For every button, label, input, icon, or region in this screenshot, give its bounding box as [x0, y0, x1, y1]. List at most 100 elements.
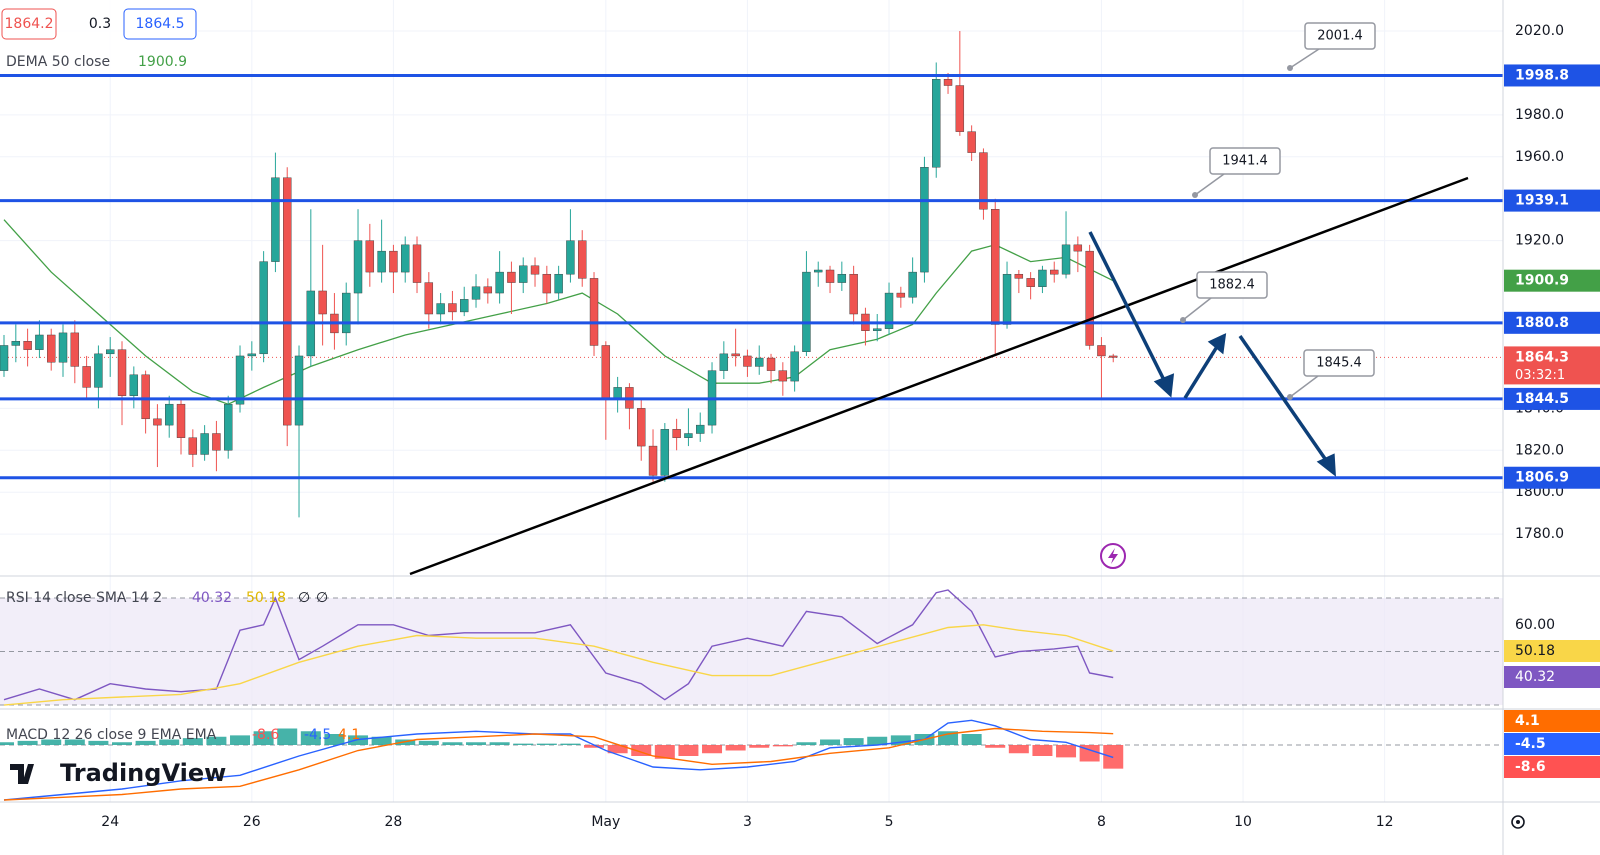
macd-histogram-bar — [159, 739, 180, 745]
candle-body — [412, 244, 422, 283]
candle-body — [1061, 244, 1071, 275]
trend-line — [409, 176, 1469, 576]
candle-body — [389, 250, 398, 273]
price-badge-label: 1998.8 — [1515, 67, 1569, 83]
y-tick-label: 1920.0 — [1515, 233, 1564, 249]
macd-histogram-bar — [513, 743, 534, 745]
candle-body — [613, 387, 622, 399]
x-tick-label: 24 — [101, 814, 119, 830]
macd-histogram-bar — [702, 745, 723, 754]
price-badge-label: 1806.9 — [1515, 470, 1569, 486]
x-tick-label: 28 — [385, 814, 403, 830]
candle-body — [365, 240, 375, 273]
macd-line — [3, 719, 1114, 801]
macd-histogram-bar — [324, 734, 345, 745]
macd-histogram-bar — [1079, 745, 1100, 762]
macd-histogram-bar — [654, 745, 675, 759]
grid — [0, 0, 1503, 802]
macd-histogram-bar — [1008, 745, 1029, 754]
macd-histogram-bar — [725, 745, 746, 751]
candle-body — [719, 353, 729, 371]
candle-body — [601, 345, 611, 399]
rsi-legend-value: 40.32 — [192, 590, 232, 606]
candle-body — [271, 177, 280, 262]
callout-box — [1303, 349, 1375, 377]
price-badge — [1504, 466, 1600, 489]
arrow — [1238, 335, 1330, 464]
candle-body — [519, 265, 528, 283]
candle-body — [778, 370, 788, 382]
candle-body — [318, 290, 327, 315]
candle-body — [235, 355, 245, 405]
y-tick-label: 2020.0 — [1515, 23, 1564, 39]
candle-body — [47, 334, 56, 363]
dema-legend: DEMA 50 close — [6, 54, 110, 70]
rsi-extra: ∅ — [298, 590, 310, 606]
candle-body — [259, 261, 268, 355]
candle-body — [1073, 244, 1083, 252]
macd-histogram-bar — [1056, 745, 1077, 758]
arrow-head — [1316, 453, 1336, 477]
macd-histogram-bar — [631, 745, 652, 756]
macd-histogram-bar — [1032, 745, 1053, 756]
macd-histogram-bar — [418, 740, 439, 745]
macd-legend-value: 4.1 — [338, 727, 360, 743]
candle-body — [920, 167, 929, 273]
candle-body — [165, 403, 174, 426]
candle-body — [106, 349, 115, 355]
macd-histogram-bar — [41, 739, 62, 745]
callout-label: 1941.4 — [1222, 154, 1268, 169]
macd-histogram-bar — [890, 735, 911, 745]
settings-icon[interactable] — [1511, 815, 1525, 829]
callout-label: 1845.4 — [1316, 356, 1362, 371]
y-tick-label: 1960.0 — [1515, 149, 1564, 165]
macd-histogram-bar — [796, 742, 817, 745]
bid-box — [1, 8, 57, 40]
y-tick-label: 1780.0 — [1515, 526, 1564, 542]
macd-badge — [1504, 710, 1600, 732]
macd-histogram-bar — [489, 742, 510, 745]
arrow-head — [1153, 373, 1175, 398]
candle-body — [731, 353, 740, 357]
candle-body — [873, 328, 882, 331]
macd-histogram-bar — [536, 743, 557, 745]
candle-body — [471, 286, 481, 300]
macd-histogram-bar — [867, 736, 888, 745]
plot — [0, 31, 1503, 801]
candle-body — [247, 353, 257, 357]
candle-body — [117, 349, 127, 396]
y-tick-label: 1820.0 — [1515, 442, 1564, 458]
rsi-line — [3, 589, 1114, 701]
rsi-badge-label: 40.32 — [1515, 669, 1555, 685]
candle-body — [460, 299, 469, 313]
candle-body — [294, 355, 304, 426]
macd-histogram-bar — [584, 745, 605, 748]
brand-mark — [10, 764, 34, 784]
candle-body — [483, 286, 493, 294]
price-badge — [1504, 269, 1600, 292]
x-tick-label: 10 — [1234, 814, 1252, 830]
macd-histogram-bar — [253, 731, 274, 745]
candle-body — [1014, 273, 1024, 279]
candle-body — [176, 403, 186, 438]
macd-histogram-bar — [206, 736, 227, 745]
price-badge-label: 1900.9 — [1515, 273, 1569, 289]
price-badge — [1504, 311, 1600, 334]
macd-histogram-bar — [985, 745, 1006, 748]
brand-name: TradingView — [60, 759, 226, 787]
callout-anchor — [1180, 317, 1186, 323]
alert-icon[interactable] — [1100, 543, 1126, 569]
candle-body — [224, 403, 233, 451]
macd-histogram-bar — [182, 738, 203, 745]
macd-title: MACD 12 26 close 9 EMA EMA — [6, 727, 217, 743]
candle-body — [825, 269, 835, 283]
macd-histogram-bar — [112, 742, 133, 745]
overlay: 24 26 28 May 3 5 8 10 12 2020.0 1980.0 1960.0 1920.0… — [1, 8, 1600, 830]
candle-body — [495, 271, 504, 294]
candle-body — [908, 271, 917, 298]
candle-body — [1097, 345, 1106, 357]
callout-label: 1882.4 — [1209, 278, 1255, 293]
rsi-extra: ∅ — [316, 590, 328, 606]
